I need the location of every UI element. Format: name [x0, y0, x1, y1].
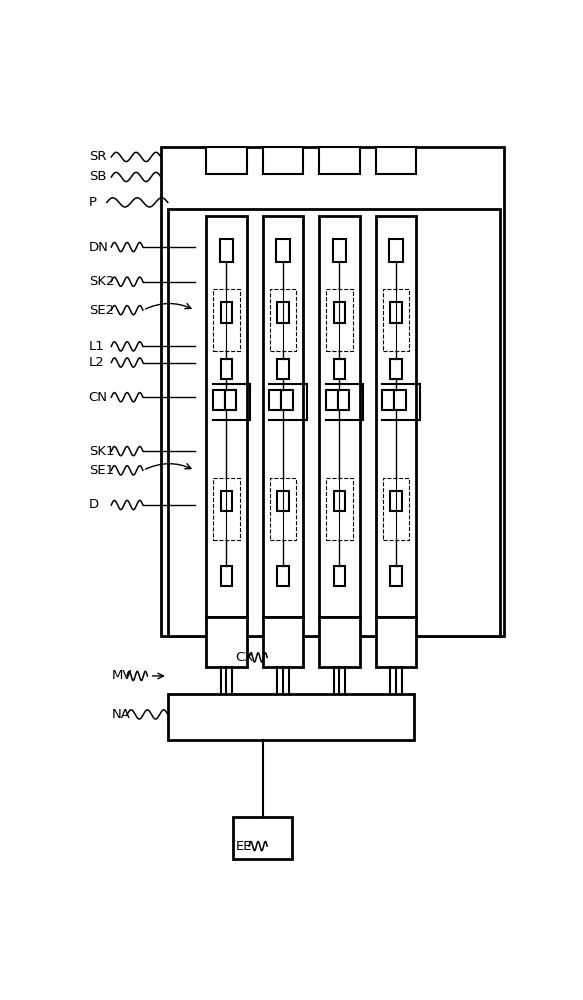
Bar: [319, 147, 360, 174]
Bar: [319, 216, 360, 617]
Bar: [206, 147, 247, 174]
Bar: [213, 478, 240, 540]
Bar: [270, 478, 296, 540]
Bar: [270, 289, 296, 351]
Bar: [394, 390, 406, 410]
Bar: [213, 289, 240, 351]
Bar: [390, 566, 402, 586]
Text: P: P: [89, 196, 97, 209]
Bar: [220, 302, 233, 323]
Bar: [206, 216, 247, 617]
Bar: [390, 491, 402, 511]
Text: NA: NA: [111, 708, 130, 721]
Bar: [333, 491, 345, 511]
Bar: [206, 617, 247, 667]
Bar: [390, 359, 402, 379]
Bar: [276, 239, 290, 262]
Text: MV: MV: [111, 669, 132, 682]
Text: L1: L1: [89, 340, 104, 353]
Bar: [319, 617, 360, 667]
Text: DN: DN: [89, 241, 108, 254]
Bar: [389, 239, 403, 262]
Bar: [220, 239, 233, 262]
Bar: [161, 147, 504, 636]
Bar: [220, 491, 233, 511]
Bar: [220, 566, 233, 586]
Bar: [277, 359, 289, 379]
Text: SR: SR: [89, 150, 106, 163]
Text: SE1: SE1: [89, 464, 114, 477]
Bar: [375, 617, 416, 667]
Bar: [277, 302, 289, 323]
Bar: [333, 239, 346, 262]
Bar: [220, 359, 233, 379]
Bar: [333, 566, 345, 586]
Bar: [277, 566, 289, 586]
Text: SB: SB: [89, 170, 106, 183]
Bar: [326, 390, 338, 410]
Bar: [375, 216, 416, 617]
Bar: [326, 289, 353, 351]
Bar: [168, 209, 500, 636]
Bar: [277, 491, 289, 511]
Text: SK1: SK1: [89, 445, 114, 458]
Bar: [224, 390, 237, 410]
Text: D: D: [89, 498, 99, 512]
Text: L2: L2: [89, 356, 104, 369]
Bar: [390, 302, 402, 323]
Text: CN: CN: [89, 391, 108, 404]
Text: CX: CX: [236, 651, 254, 664]
Bar: [263, 617, 303, 667]
Bar: [263, 147, 303, 174]
Bar: [333, 359, 345, 379]
Bar: [383, 289, 409, 351]
Text: EE: EE: [236, 840, 252, 853]
Bar: [338, 390, 349, 410]
Bar: [281, 390, 293, 410]
Bar: [382, 390, 394, 410]
Bar: [263, 216, 303, 617]
Text: SK2: SK2: [89, 275, 114, 288]
Bar: [269, 390, 281, 410]
Bar: [326, 478, 353, 540]
Bar: [213, 390, 224, 410]
Bar: [233, 817, 292, 859]
Text: SE2: SE2: [89, 304, 114, 317]
Bar: [168, 694, 414, 740]
Bar: [375, 147, 416, 174]
Bar: [383, 478, 409, 540]
Bar: [333, 302, 345, 323]
